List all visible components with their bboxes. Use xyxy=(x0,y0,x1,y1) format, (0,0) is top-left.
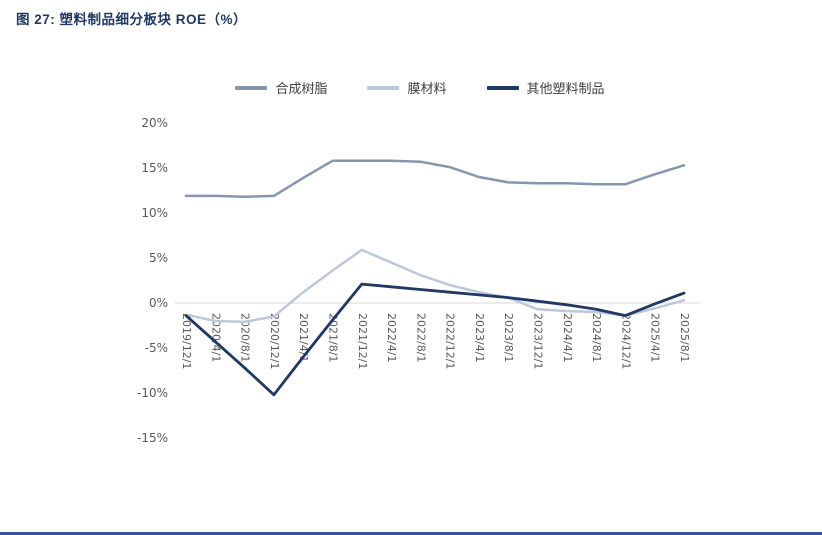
legend-label-other-plastics: 其他塑料制品 xyxy=(526,81,605,96)
y-tick-label: 15% xyxy=(141,161,168,175)
x-tick-label: 2022/8/1 xyxy=(414,313,427,362)
x-tick-label: 2024/8/1 xyxy=(590,313,603,362)
figure-title: 图 27: 塑料制品细分板块 ROE（%） xyxy=(16,12,248,27)
y-tick-label: -5% xyxy=(145,341,168,355)
x-tick-label: 2024/12/1 xyxy=(619,313,632,369)
x-tick-label: 2024/4/1 xyxy=(561,313,574,362)
y-tick-label: 20% xyxy=(141,116,168,130)
x-tick-label: 2020/12/1 xyxy=(268,313,281,369)
x-tick-label: 2023/4/1 xyxy=(473,313,486,362)
series-line-0 xyxy=(184,159,686,199)
y-tick-label: -15% xyxy=(137,431,168,445)
series-line-2 xyxy=(184,282,686,397)
x-tick-label: 2025/4/1 xyxy=(649,313,662,362)
legend-swatch-film-material xyxy=(367,85,400,90)
y-tick-label: 0% xyxy=(149,296,168,310)
legend-item-synthetic-resin: 合成树脂 xyxy=(235,78,327,97)
x-tick-label: 2022/4/1 xyxy=(385,313,398,362)
legend-item-film-material: 膜材料 xyxy=(367,78,447,97)
x-tick-label: 2019/12/1 xyxy=(180,313,193,369)
legend-item-other-plastics: 其他塑料制品 xyxy=(486,78,605,97)
chart-legend: 合成树脂 膜材料 其他塑料制品 xyxy=(150,78,690,97)
x-tick-label: 2022/12/1 xyxy=(444,313,457,369)
x-tick-label: 2020/8/1 xyxy=(239,313,252,362)
x-tick-label: 2020/4/1 xyxy=(209,313,222,362)
y-tick-label: -10% xyxy=(137,386,168,400)
x-tick-label: 2025/8/1 xyxy=(678,313,691,362)
x-tick-label: 2023/12/1 xyxy=(532,313,545,369)
legend-label-synthetic-resin: 合成树脂 xyxy=(275,81,328,96)
series-line-1 xyxy=(184,248,686,324)
footer-rule xyxy=(0,532,822,535)
legend-swatch-other-plastics xyxy=(486,85,519,90)
y-tick-label: 10% xyxy=(141,206,168,220)
legend-swatch-synthetic-resin xyxy=(235,85,268,90)
y-tick-label: 5% xyxy=(149,251,168,265)
x-tick-label: 2023/8/1 xyxy=(502,313,515,362)
x-tick-label: 2021/12/1 xyxy=(356,313,369,369)
legend-label-film-material: 膜材料 xyxy=(407,81,447,96)
